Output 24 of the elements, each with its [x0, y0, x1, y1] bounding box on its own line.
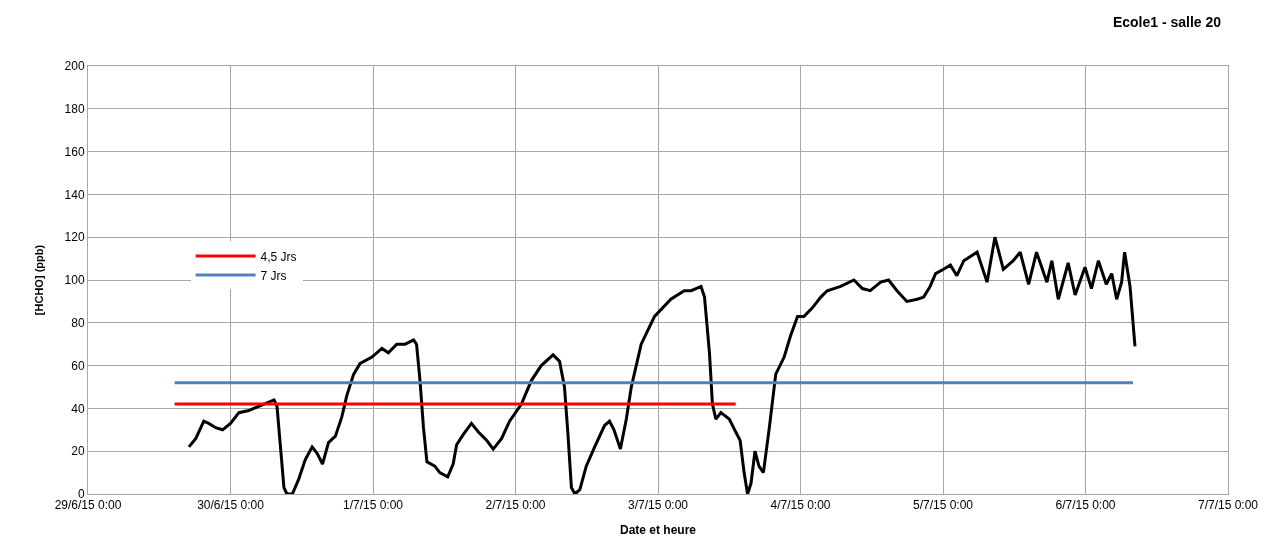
y-tick-label: 20: [71, 444, 85, 459]
x-axis-title: Date et heure: [619, 523, 697, 538]
y-tick-label: 140: [64, 187, 85, 202]
x-tick-label: 6/7/15 0:00: [1055, 498, 1116, 513]
legend-label: 7 Jrs: [260, 268, 287, 283]
chart-title: Ecole1 - salle 20: [1112, 13, 1222, 30]
x-tick-label: 30/6/15 0:00: [197, 498, 265, 513]
x-tick-label: 3/7/15 0:00: [627, 498, 689, 513]
legend-label: 4,5 Jrs: [260, 249, 297, 264]
x-tick-label: 2/7/15 0:00: [485, 498, 546, 513]
y-tick-label: 100: [64, 273, 85, 288]
y-tick-label: 160: [64, 144, 85, 159]
y-axis-title: [HCHO] (ppb): [33, 244, 46, 316]
x-tick-label: 7/7/15 0:00: [1197, 498, 1259, 513]
y-tick-label: 80: [71, 316, 85, 330]
y-tick-label: 120: [64, 230, 85, 245]
y-tick-label: 60: [71, 358, 85, 373]
y-tick-label: 180: [64, 102, 85, 116]
y-tick-label: 200: [64, 59, 85, 74]
y-tick-label: 40: [71, 401, 85, 416]
x-tick-label: 29/6/15 0:00: [54, 498, 122, 513]
x-tick-label: 1/7/15 0:00: [342, 498, 404, 513]
x-tick-label: 5/7/15 0:00: [912, 498, 974, 513]
x-tick-label: 4/7/15 0:00: [770, 498, 831, 513]
